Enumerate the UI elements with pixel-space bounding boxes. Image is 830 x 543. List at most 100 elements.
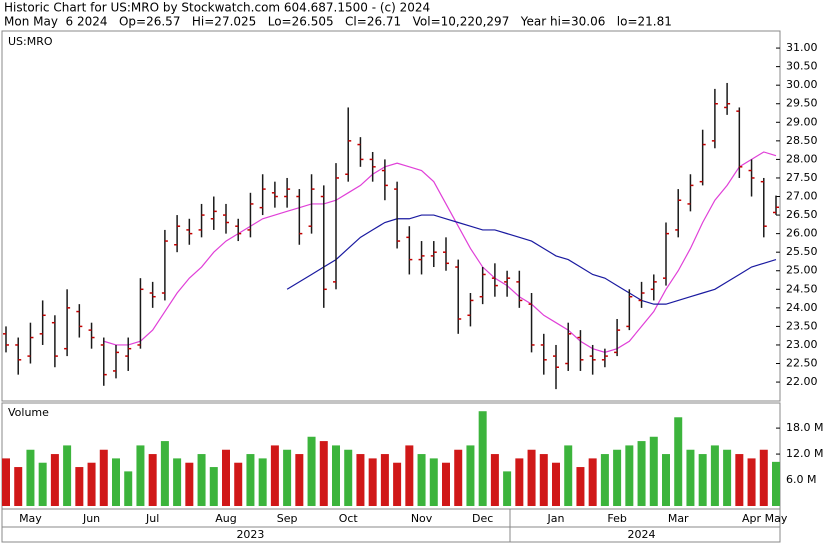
x-tick-label: Aug <box>215 512 236 525</box>
volume-bar <box>637 441 646 506</box>
volume-bar <box>112 458 120 506</box>
volume-bar <box>478 411 487 506</box>
volume-bar <box>564 445 573 506</box>
volume-bar <box>552 462 560 506</box>
volume-bar <box>99 449 108 506</box>
volume-bar <box>503 471 512 506</box>
volume-bar <box>368 458 377 506</box>
volume-bar <box>246 454 255 506</box>
volume-bar <box>686 449 695 506</box>
y-tick-label: 22.50 <box>786 357 818 370</box>
volume-bar <box>14 467 23 506</box>
y-tick-label: 24.00 <box>786 301 818 314</box>
volume-bar <box>26 449 35 506</box>
volume-bar <box>344 449 353 506</box>
volume-bar <box>356 454 365 506</box>
volume-bar <box>63 445 72 506</box>
y-tick-label: 28.50 <box>786 134 818 147</box>
volume-bar <box>759 449 768 506</box>
volume-bar <box>662 454 670 506</box>
volume-bar <box>307 436 316 506</box>
volume-bar <box>527 449 536 506</box>
volume-bar <box>723 449 732 506</box>
y-tick-label: 28.00 <box>786 152 818 165</box>
y-tick-label: 26.50 <box>786 208 818 221</box>
x-axis-panel <box>1 508 781 543</box>
x-tick-label: Nov <box>411 512 433 525</box>
y-tick-label: 29.00 <box>786 115 818 128</box>
x-tick-label: Oct <box>339 512 359 525</box>
x-tick-label: Apr <box>742 512 762 525</box>
moving-average <box>286 214 777 305</box>
volume-bar <box>698 454 707 506</box>
volume-bar <box>75 467 84 506</box>
volume-bar <box>625 445 634 506</box>
volume-tick-label: 18.0 M <box>786 421 823 434</box>
y-tick-label: 27.50 <box>786 171 818 184</box>
volume-bar <box>442 462 450 506</box>
volume-bar <box>222 449 230 506</box>
volume-bar <box>710 445 719 506</box>
volume-bar <box>454 449 463 506</box>
volume-bar <box>393 462 402 506</box>
x-tick-label: Sep <box>277 512 298 525</box>
volume-bar <box>185 462 194 506</box>
volume-bar <box>50 454 59 506</box>
volume-bar <box>136 445 145 506</box>
y-tick-label: 30.50 <box>786 60 818 73</box>
y-tick-label: 22.00 <box>786 375 818 388</box>
x-tick-label: Jul <box>145 512 159 525</box>
volume-bar <box>160 441 169 506</box>
chart-subtitle: Mon May 6 2024 Op=26.57 Hi=27.025 Lo=26.… <box>4 15 672 29</box>
volume-bar <box>600 454 609 506</box>
x-tick-label: Dec <box>472 512 493 525</box>
chart-title: Historic Chart for US:MRO by Stockwatch.… <box>4 1 430 15</box>
volume-bar <box>258 458 267 506</box>
volume-bar <box>173 458 182 506</box>
volume-bar <box>613 449 622 506</box>
volume-label: Volume <box>8 406 49 419</box>
volume-bar <box>332 445 340 506</box>
volume-bar <box>87 462 96 506</box>
y-tick-label: 23.00 <box>786 338 818 351</box>
volume-bar <box>747 458 756 506</box>
volume-bar <box>295 454 304 506</box>
y-tick-label: 26.00 <box>786 227 818 240</box>
volume-bar <box>649 436 658 506</box>
volume-bar <box>38 462 47 506</box>
volume-bar <box>588 458 597 506</box>
volume-bar <box>490 454 499 506</box>
y-tick-label: 25.50 <box>786 245 818 258</box>
x-tick-label: May <box>19 512 42 525</box>
moving-average <box>103 151 777 354</box>
x-tick-label: Feb <box>607 512 626 525</box>
volume-bar <box>576 467 585 506</box>
y-tick-label: 25.00 <box>786 264 818 277</box>
volume-bar <box>319 441 328 506</box>
volume-bar <box>674 417 683 506</box>
volume-bar <box>209 467 218 506</box>
volume-bar <box>283 449 292 506</box>
y-tick-label: 29.50 <box>786 97 818 110</box>
x-tick-label: Jun <box>82 512 100 525</box>
x-tick-label: May <box>765 512 788 525</box>
volume-bar <box>429 458 438 506</box>
year-label: 2024 <box>628 528 656 541</box>
volume-bar <box>148 454 157 506</box>
volume-bar <box>234 462 243 506</box>
volume-bar <box>2 458 10 506</box>
volume-bar <box>515 458 524 506</box>
volume-tick-label: 6.0 M <box>786 473 816 486</box>
y-tick-label: 27.00 <box>786 190 818 203</box>
y-tick-label: 24.50 <box>786 282 818 295</box>
y-tick-label: 30.00 <box>786 78 818 91</box>
volume-bar <box>417 454 426 506</box>
volume-bar <box>466 445 475 506</box>
x-tick-label: Mar <box>668 512 689 525</box>
volume-bar <box>772 461 780 506</box>
y-tick-label: 23.50 <box>786 319 818 332</box>
year-label: 2023 <box>236 528 264 541</box>
volume-bar <box>405 445 414 506</box>
x-tick-label: Jan <box>547 512 565 525</box>
